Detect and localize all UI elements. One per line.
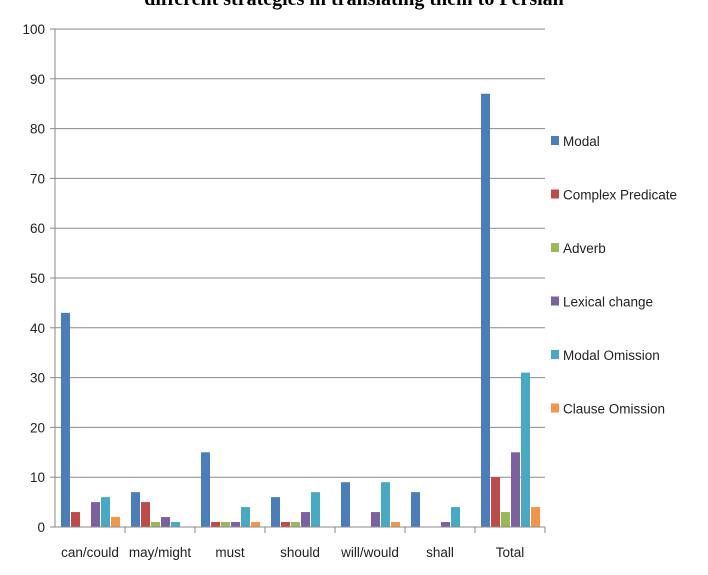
y-tick-label: 70: [30, 171, 45, 186]
bar: [511, 452, 520, 527]
legend-label: Modal: [563, 134, 600, 149]
gridlines: [55, 28, 545, 528]
legend-swatch: [551, 296, 559, 306]
y-tick-label: 10: [30, 470, 45, 485]
bar: [111, 517, 120, 527]
x-tick-label: may/might: [129, 545, 192, 560]
legend-swatch: [551, 403, 559, 413]
x-tick-label: Total: [496, 545, 525, 560]
legend-swatch: [551, 350, 559, 359]
bar: [161, 517, 170, 527]
bar: [291, 522, 300, 527]
bar: [151, 522, 160, 527]
x-tick-label: must: [215, 545, 245, 560]
legend-label: Lexical change: [563, 295, 653, 310]
bar: [281, 522, 290, 527]
bar: [491, 477, 500, 527]
bar: [441, 522, 450, 527]
x-tick-label: will/would: [340, 545, 399, 560]
x-tick-label: should: [280, 545, 320, 560]
x-axis: can/could may/might must should will/would sh…: [55, 526, 546, 560]
legend-swatch: [551, 189, 559, 199]
bar: [71, 512, 80, 527]
bar: [221, 522, 230, 527]
legend-label: Adverb: [563, 241, 606, 256]
bar: [371, 512, 380, 527]
bar: [91, 502, 100, 527]
y-tick-label: 40: [30, 321, 45, 336]
y-tick-label: 30: [30, 371, 45, 386]
bar: [271, 497, 280, 527]
bar: [521, 372, 530, 527]
legend-label: Complex Predicate: [563, 188, 677, 203]
y-tick-label: 100: [22, 22, 45, 37]
bar: [171, 522, 180, 527]
legend-label: Clause Omission: [563, 402, 665, 417]
bar: [391, 522, 400, 527]
x-tick-label: can/could: [61, 545, 119, 560]
bar: [251, 522, 260, 527]
y-axis: 0 10 20 30 40 50 60 70 80 90 100: [22, 22, 56, 535]
bar: [311, 492, 320, 527]
bar: [381, 482, 390, 527]
y-tick-label: 50: [30, 271, 45, 286]
y-tick-label: 0: [37, 520, 45, 535]
bar: [61, 312, 70, 527]
bar: [341, 482, 350, 527]
bar: [481, 93, 490, 528]
bar: [141, 502, 150, 527]
bar: [531, 507, 540, 527]
legend-label: Modal Omission: [563, 348, 660, 363]
legend: Modal Complex Predicate Adverb Lexical chan…: [551, 134, 677, 417]
y-tick-label: 80: [30, 122, 45, 137]
y-tick-label: 20: [30, 420, 45, 435]
bar: [241, 507, 250, 527]
bar: [211, 522, 220, 527]
chart-title: different strategies in translating them…: [144, 0, 564, 10]
x-tick-label: shall: [426, 545, 454, 560]
bars: [61, 93, 540, 528]
bar: [201, 452, 210, 527]
bar: [231, 522, 240, 527]
legend-swatch: [551, 136, 559, 145]
y-tick-label: 60: [30, 221, 45, 236]
bar: [411, 492, 420, 527]
legend-swatch: [551, 243, 559, 252]
bar: [301, 512, 310, 527]
bar: [131, 492, 140, 527]
bar: [101, 497, 110, 527]
bar: [501, 512, 510, 527]
y-tick-label: 90: [30, 72, 45, 87]
bar: [451, 507, 460, 527]
